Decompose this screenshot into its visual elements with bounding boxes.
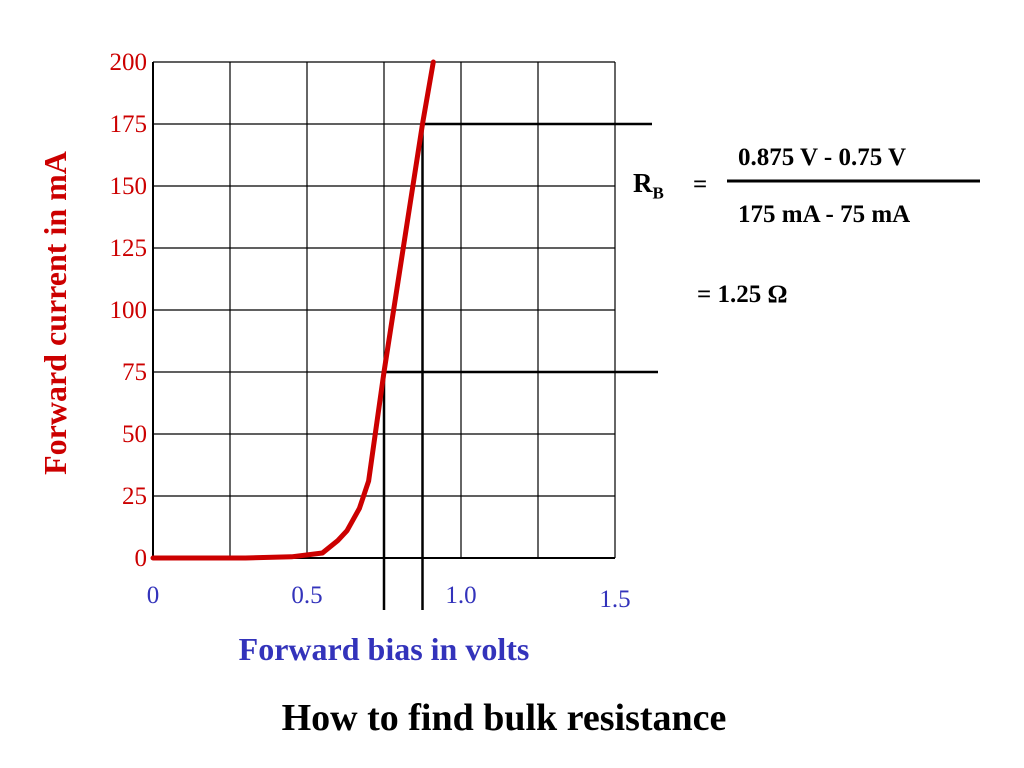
bulk-resistance-symbol: RB [633, 168, 664, 203]
equals-sign: = [693, 171, 708, 198]
y-tick-label: 200 [110, 49, 148, 76]
y-tick-label: 25 [122, 483, 147, 510]
y-tick-label: 75 [122, 359, 147, 386]
y-tick-label: 175 [110, 111, 148, 138]
formula-numerator: 0.875 V - 0.75 V [738, 144, 907, 171]
series-line [150, 59, 436, 561]
series-layer [150, 59, 436, 561]
x-tick-label: 1.5 [599, 586, 630, 613]
x-tick-label: 0 [147, 582, 160, 609]
resistance-symbol: R [633, 168, 653, 198]
y-tick-labels: 0 25 50 75 100 125 150 175 200 [110, 49, 148, 572]
x-tick-label: 1.0 [445, 582, 476, 609]
formula-denominator: 175 mA - 75 mA [738, 201, 911, 228]
page-title: How to find bulk resistance [282, 697, 727, 739]
reference-lines [382, 122, 658, 610]
x-tick-label: 0.5 [291, 582, 322, 609]
y-tick-label: 50 [122, 421, 147, 448]
resistance-subscript: B [652, 183, 664, 203]
x-axis-label: Forward bias in volts [239, 631, 530, 667]
y-axis-label: Forward current in mA [37, 151, 73, 475]
formula-result: = 1.25 Ω [697, 281, 788, 308]
y-tick-label: 100 [110, 297, 148, 324]
x-tick-labels: 0 0.5 1.0 1.5 [147, 582, 631, 613]
y-tick-label: 0 [135, 545, 148, 572]
y-tick-label: 125 [110, 235, 148, 262]
y-tick-label: 150 [110, 173, 148, 200]
